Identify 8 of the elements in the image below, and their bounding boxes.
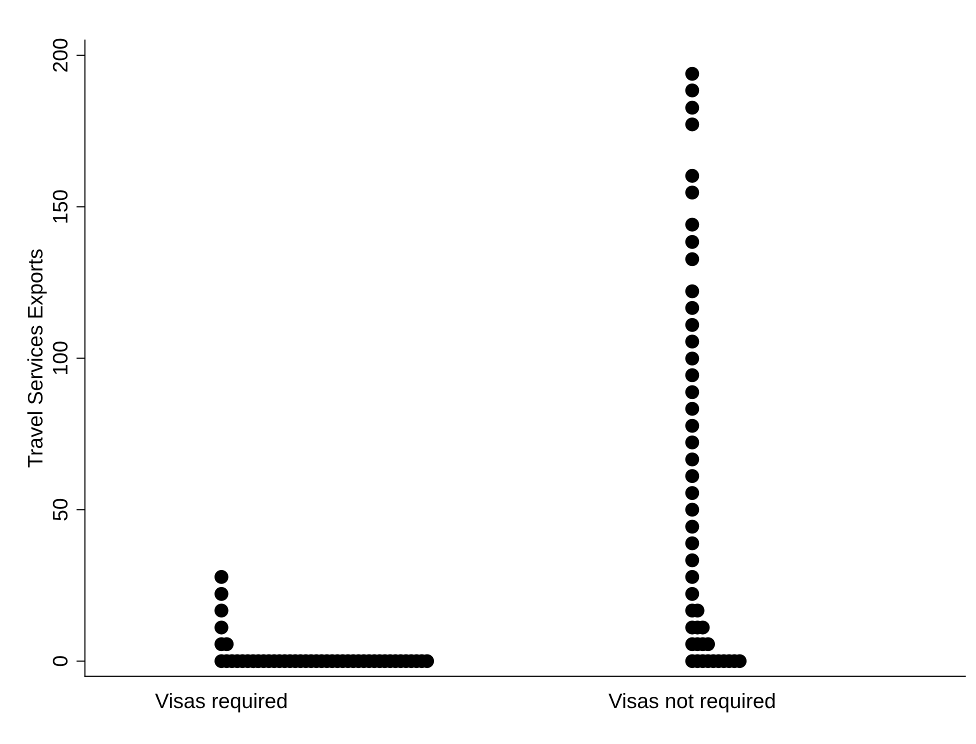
x-tick-label: Visas required [155, 692, 286, 712]
x-tick-label: Visas not required [608, 692, 775, 712]
y-tick-label: 50 [52, 498, 68, 520]
y-tick-label: 100 [52, 342, 68, 374]
y-tick-label: 150 [52, 190, 68, 223]
y-tick-label: 200 [52, 38, 68, 72]
y-axis-title: Travel Services Exports [27, 249, 47, 468]
y-tick-label: 0 [52, 656, 68, 666]
